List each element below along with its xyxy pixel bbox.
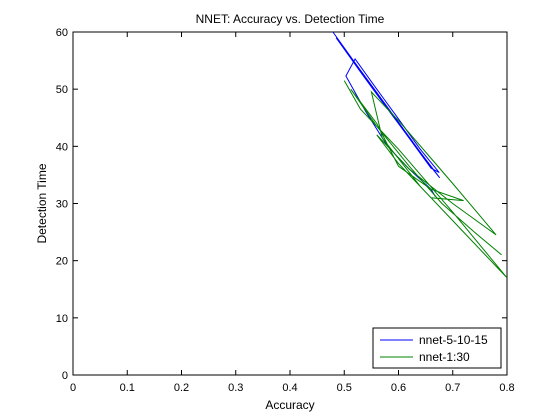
y-tick-label: 40: [56, 141, 68, 153]
y-tick-label: 20: [56, 256, 68, 268]
legend: nnet-5-10-15 nnet-1:30: [372, 327, 502, 369]
y-tick-label: 50: [56, 84, 68, 96]
legend-label-nnet-1-30: nnet-1:30: [419, 350, 470, 364]
x-tick-label: 0.6: [391, 382, 406, 394]
y-tick-label: 10: [56, 313, 68, 325]
plot-area: [72, 31, 508, 376]
x-tick-label: 0.3: [228, 382, 243, 394]
series-line-nnet-1-30: [343, 80, 508, 279]
x-tick-label: 0.4: [282, 382, 297, 394]
y-tick-label: 0: [62, 370, 68, 382]
x-axis-title: Accuracy: [265, 398, 314, 412]
y-axis-title: Detection Time: [35, 163, 49, 243]
x-tick-label: 0: [70, 382, 76, 394]
y-tick-label: 60: [56, 27, 68, 39]
legend-label-nnet-5-10-15: nnet-5-10-15: [419, 333, 488, 347]
x-tick-label: 0.2: [174, 382, 189, 394]
x-tick-label: 0.5: [337, 382, 352, 394]
x-tick-label: 0.8: [499, 382, 514, 394]
series-layer: [332, 31, 508, 279]
y-tick-label: 30: [56, 199, 68, 211]
legend-box: [372, 327, 502, 369]
axes-layer: 0 0.1 0.2 0.3 0.4 0.5 0.6 0.7 0.8 0 10 20 30 40 50 60: [56, 27, 515, 394]
x-tick-label: 0.7: [445, 382, 460, 394]
chart-title: NNET: Accuracy vs. Detection Time: [196, 12, 385, 26]
x-tick-label: 0.1: [120, 382, 135, 394]
